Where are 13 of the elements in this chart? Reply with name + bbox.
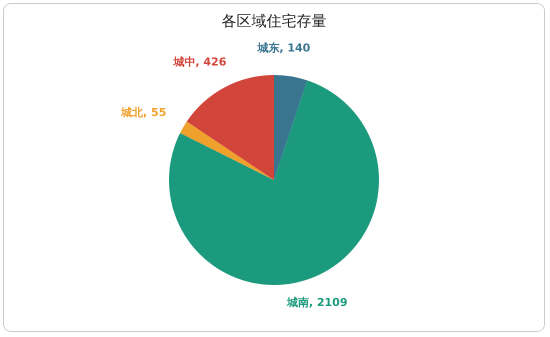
pie-slice bbox=[180, 122, 274, 180]
chart-title: 各区域住宅存量 bbox=[222, 12, 326, 30]
data-label: , 55 bbox=[143, 106, 166, 120]
data-label: , 2109 bbox=[308, 296, 348, 309]
slice-label: 城北 bbox=[120, 106, 144, 120]
data-label: , 140 bbox=[279, 42, 311, 55]
pie-slice bbox=[274, 75, 308, 180]
slice-label: 城南 bbox=[286, 296, 309, 309]
pie-slice bbox=[169, 80, 379, 285]
slice-label: 城中 bbox=[172, 56, 196, 69]
data-label: , 426 bbox=[195, 56, 227, 69]
pie-slice bbox=[186, 75, 274, 180]
slice-label: 城东 bbox=[256, 42, 280, 55]
